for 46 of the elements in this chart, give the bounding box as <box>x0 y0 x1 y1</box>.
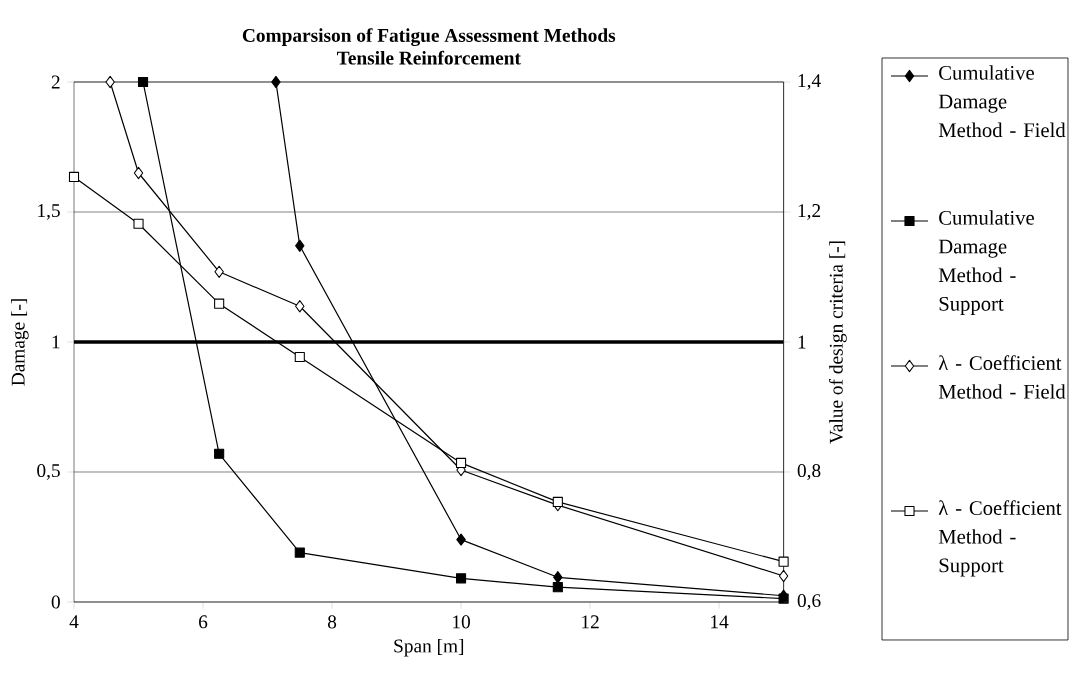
point <box>295 239 305 252</box>
y2-tick-label: 1,2 <box>798 204 821 220</box>
x-tick-label: 12 <box>582 615 599 629</box>
point <box>455 457 467 468</box>
point <box>778 556 789 567</box>
point <box>214 448 225 459</box>
point <box>294 351 305 363</box>
point <box>778 593 789 604</box>
x-tick-label: 10 <box>453 615 470 629</box>
legend-label: λ - Coefficient Method - Support <box>938 500 1062 577</box>
legend-label: Cumulative Damage Method - Field <box>938 65 1066 138</box>
y2-tick-label: 0,6 <box>797 594 821 610</box>
point <box>133 166 144 180</box>
x-tick-label: 14 <box>711 615 729 629</box>
x-tick-label: 6 <box>199 615 208 629</box>
y-tick-label: 1,5 <box>38 204 60 220</box>
point <box>105 75 115 89</box>
y-axis-title: Damage [-] <box>11 299 29 386</box>
point <box>214 298 225 309</box>
point <box>778 569 789 583</box>
point <box>552 582 563 593</box>
point <box>133 218 144 229</box>
point <box>295 300 305 313</box>
y2-axis-title: Value of design criteria [-] <box>828 241 847 444</box>
point <box>455 573 467 584</box>
point <box>294 547 305 558</box>
y-tick-label: 0 <box>51 595 60 609</box>
point <box>137 76 149 88</box>
y-tick-label: 0,5 <box>37 464 60 480</box>
chart-subtitle: Tensile Reinforcement <box>337 50 521 65</box>
y2-tick-label: 0,8 <box>797 464 821 480</box>
x-tick-label: 4 <box>69 615 79 629</box>
legend-label: λ - Coefficient Method - Field <box>938 355 1066 399</box>
y-tick-label: 1 <box>52 335 60 349</box>
point <box>456 533 466 546</box>
point <box>271 75 281 89</box>
point <box>214 265 224 278</box>
x-axis-title: Span [m] <box>394 638 464 657</box>
x-tick-label: 8 <box>327 615 337 629</box>
point <box>552 496 563 507</box>
chart-title: Comparsison of Fatigue Assessment Methods <box>242 28 616 47</box>
y2-tick-label: 1 <box>798 335 806 349</box>
legend-label: Cumulative Damage Method - Support <box>938 210 1034 315</box>
y-tick-label: 2 <box>51 75 60 89</box>
point <box>68 171 80 182</box>
y2-tick-label: 1,4 <box>798 74 821 90</box>
